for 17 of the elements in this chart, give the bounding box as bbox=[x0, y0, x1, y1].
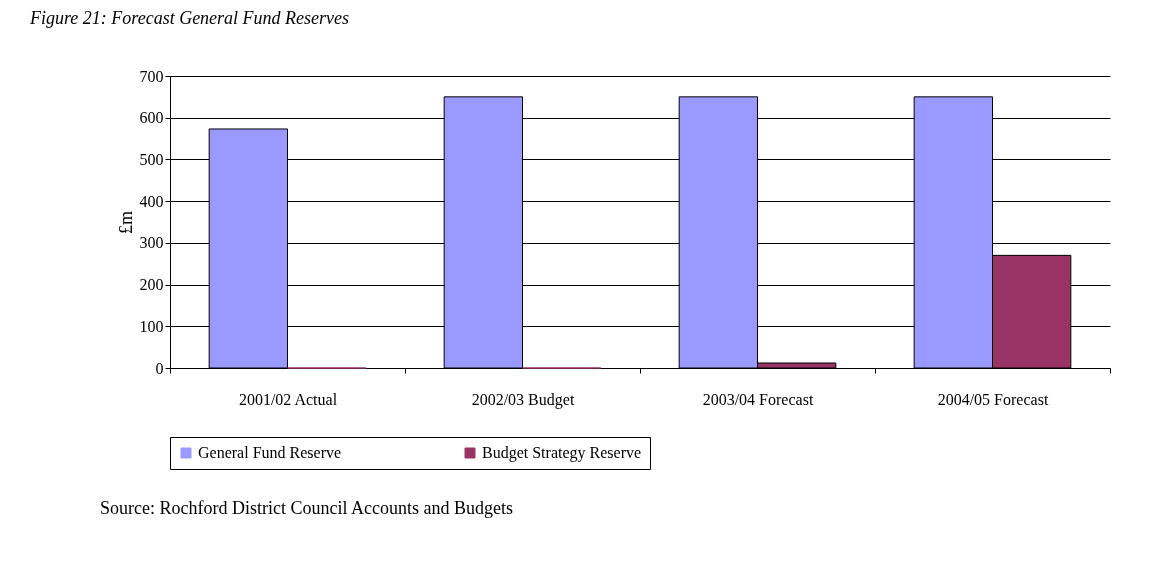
y-tick-label: 700 bbox=[139, 67, 164, 85]
legend-label: General Fund Reserve bbox=[198, 444, 342, 461]
y-tick-label: 400 bbox=[139, 192, 164, 210]
y-tick-label: 600 bbox=[139, 109, 164, 127]
x-tick-label: 2002/03 Budget bbox=[471, 390, 575, 409]
x-tick-label: 2003/04 Forecast bbox=[702, 390, 814, 408]
x-tick-label: 2001/02 Actual bbox=[238, 390, 338, 408]
x-tick-label: 2004/05 Forecast bbox=[937, 390, 1049, 408]
y-tick-label: 0 bbox=[155, 359, 164, 377]
y-tick-label: 300 bbox=[139, 234, 164, 252]
source-note: Source: Rochford District Council Accounts and Budgets bbox=[100, 498, 513, 518]
legend-label: Budget Strategy Reserve bbox=[482, 444, 642, 462]
y-axis-title: £m bbox=[115, 210, 136, 235]
y-tick-label: 500 bbox=[139, 150, 164, 168]
chart-title: Figure 21: Forecast General Fund Reserves bbox=[29, 8, 350, 28]
y-tick-label: 100 bbox=[139, 317, 164, 335]
y-tick-label: 200 bbox=[139, 276, 164, 294]
